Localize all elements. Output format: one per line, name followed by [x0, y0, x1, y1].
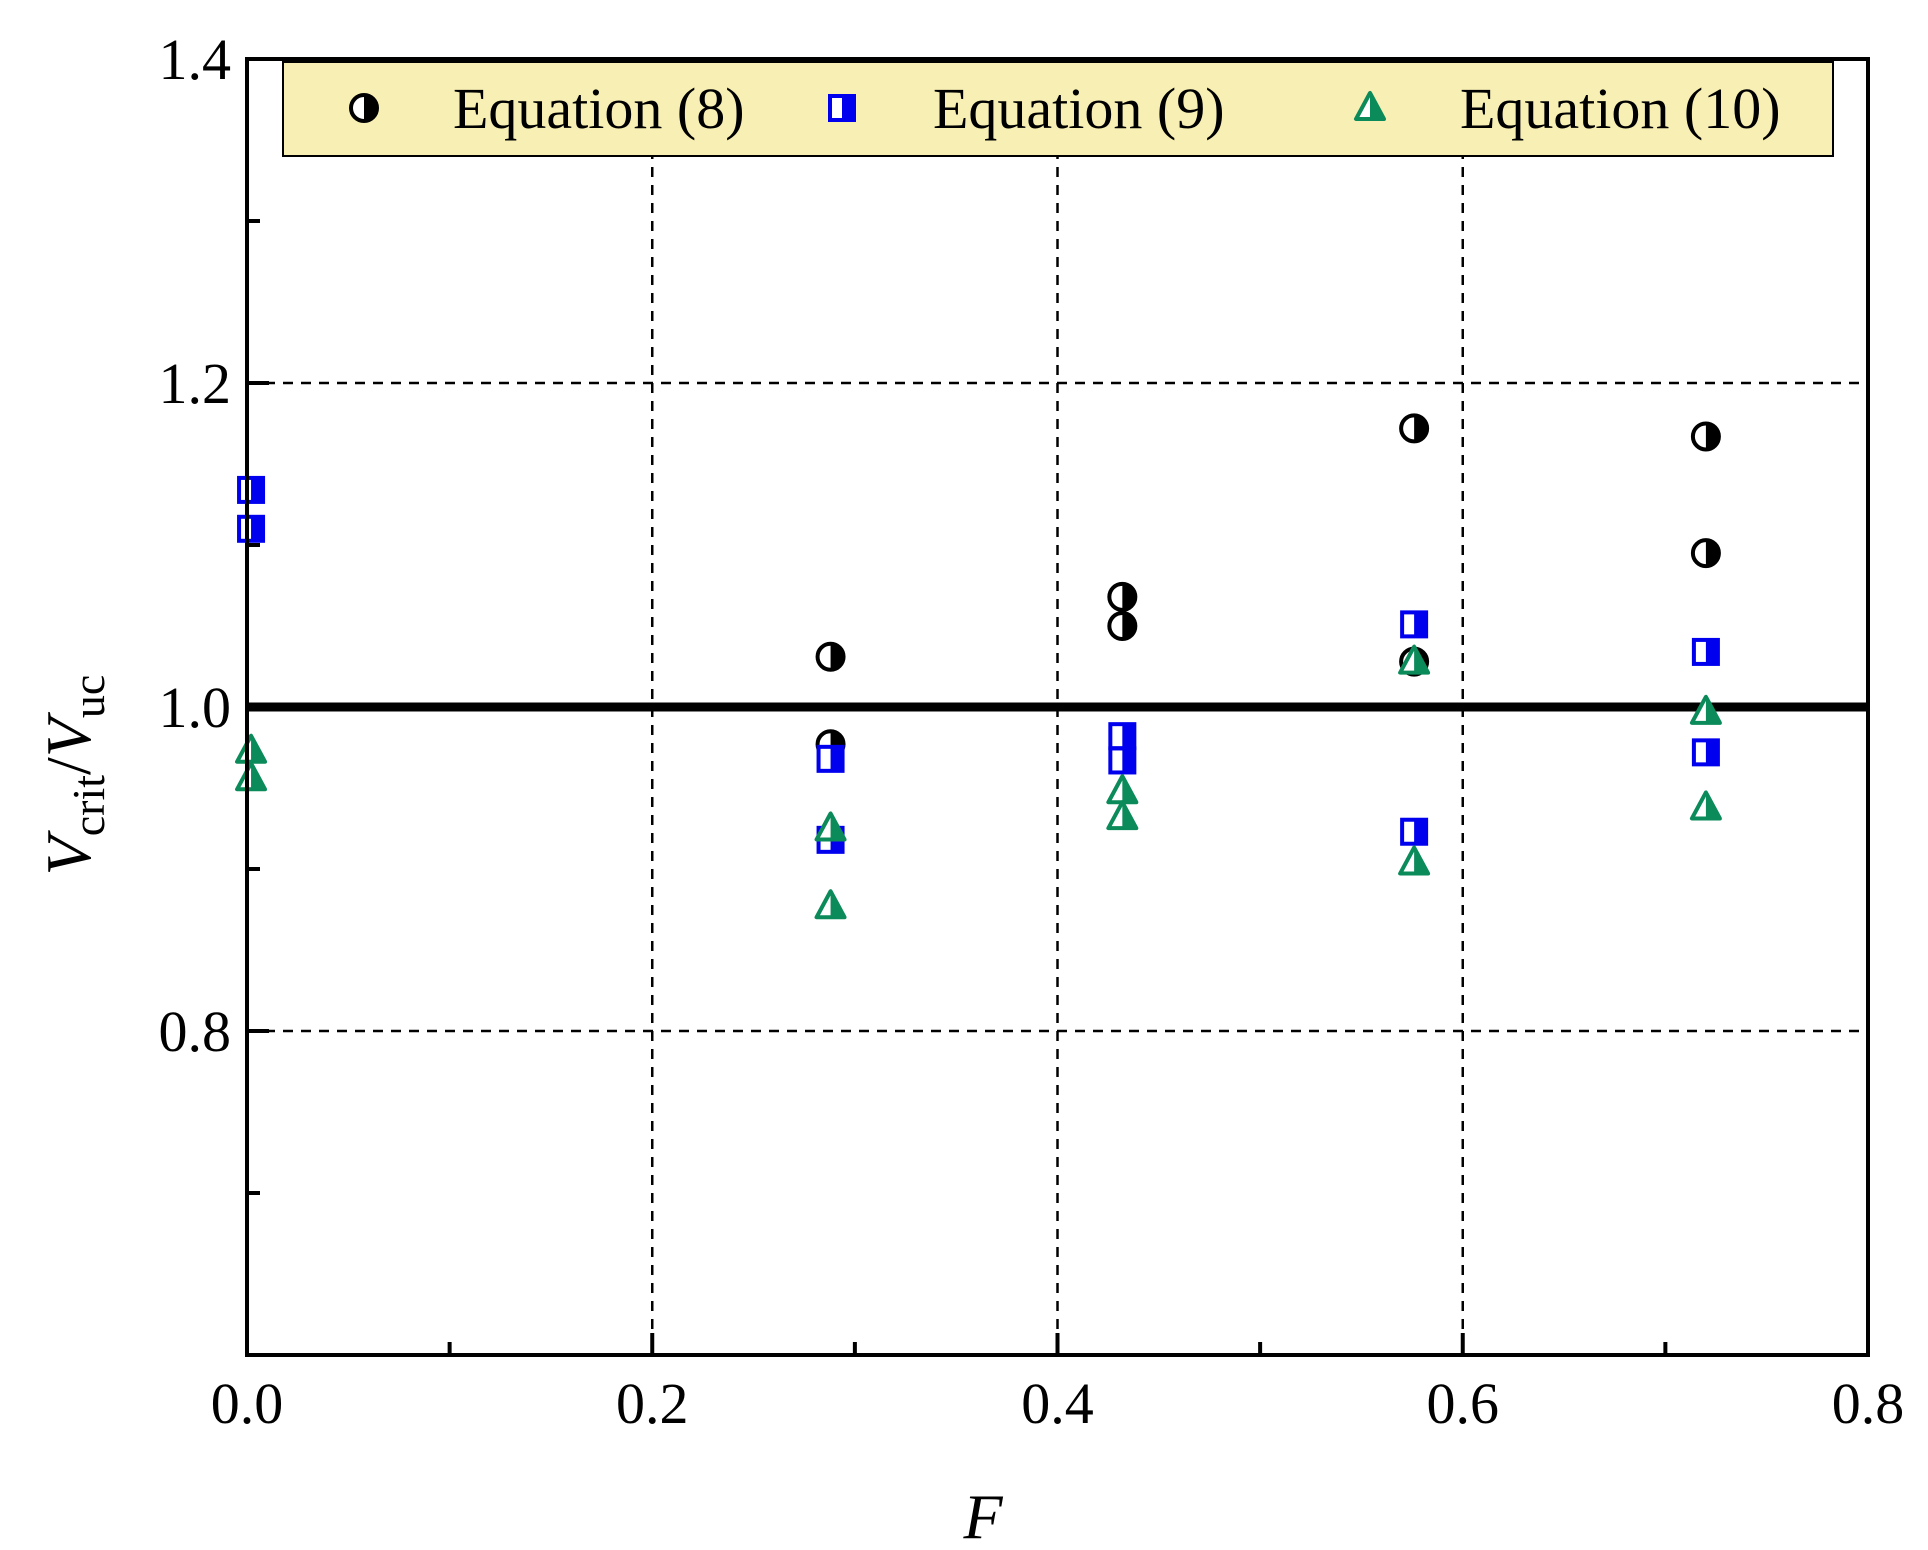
- data-point: [1107, 611, 1138, 641]
- data-point: [1400, 610, 1429, 639]
- legend-label: Equation (9): [933, 76, 1225, 141]
- data-point: [1689, 694, 1722, 725]
- data-point: [1690, 421, 1721, 452]
- data-point: [1398, 644, 1431, 675]
- y-axis-label-v2: V: [33, 711, 104, 757]
- legend: Equation (8) Equation (9) Equation (10): [282, 61, 1834, 157]
- legend-box: [282, 61, 1834, 157]
- legend-label: Equation (10): [1460, 76, 1781, 141]
- data-point: [1107, 581, 1138, 612]
- data-point: [1690, 538, 1721, 569]
- data-points: [235, 413, 1722, 920]
- y-axis-label-slash: /: [33, 757, 104, 775]
- x-tick-label: 0.0: [211, 1371, 284, 1436]
- y-tick-label: 1.4: [159, 27, 232, 92]
- y-tick-label: 0.8: [159, 999, 232, 1064]
- data-point: [1398, 845, 1431, 876]
- data-point: [1106, 800, 1139, 831]
- data-point: [237, 475, 266, 504]
- data-point: [1399, 413, 1430, 444]
- x-tick-label: 0.2: [616, 1371, 689, 1436]
- data-point: [814, 889, 847, 920]
- y-tick-label: 1.2: [159, 351, 232, 416]
- data-point: [1400, 817, 1429, 846]
- y-axis-label-v1: V: [33, 829, 104, 875]
- y-axis-label-sub2: uc: [63, 675, 114, 718]
- data-point: [1691, 637, 1720, 666]
- legend-marker: [828, 94, 856, 122]
- x-tick-label: 0.6: [1427, 1371, 1500, 1436]
- data-point: [1691, 738, 1720, 767]
- data-point: [1689, 790, 1722, 821]
- y-axis-label: Vcrit/Vuc: [33, 675, 114, 876]
- data-point: [235, 761, 268, 792]
- y-tick-label: 1.0: [159, 675, 232, 740]
- legend-label: Equation (8): [453, 76, 745, 141]
- data-point: [1108, 746, 1137, 775]
- data-point: [815, 641, 846, 672]
- axis-ticks: [245, 57, 1870, 1357]
- axis-tick-labels: 0.0 0.2 0.4 0.6 0.8 0.8 1.0 1.2 1.4: [159, 27, 1905, 1436]
- data-point: [1108, 722, 1137, 751]
- y-axis-label-sub1: crit: [63, 775, 114, 837]
- data-point: [816, 744, 845, 773]
- x-tick-label: 0.8: [1832, 1371, 1905, 1436]
- data-point: [814, 811, 847, 842]
- x-axis-label: F: [962, 1481, 1003, 1550]
- data-point: [237, 514, 266, 543]
- legend-marker: [1354, 91, 1386, 121]
- legend-marker: [349, 93, 379, 123]
- data-point: [235, 733, 268, 764]
- x-tick-label: 0.4: [1021, 1371, 1094, 1436]
- data-point: [1106, 774, 1139, 805]
